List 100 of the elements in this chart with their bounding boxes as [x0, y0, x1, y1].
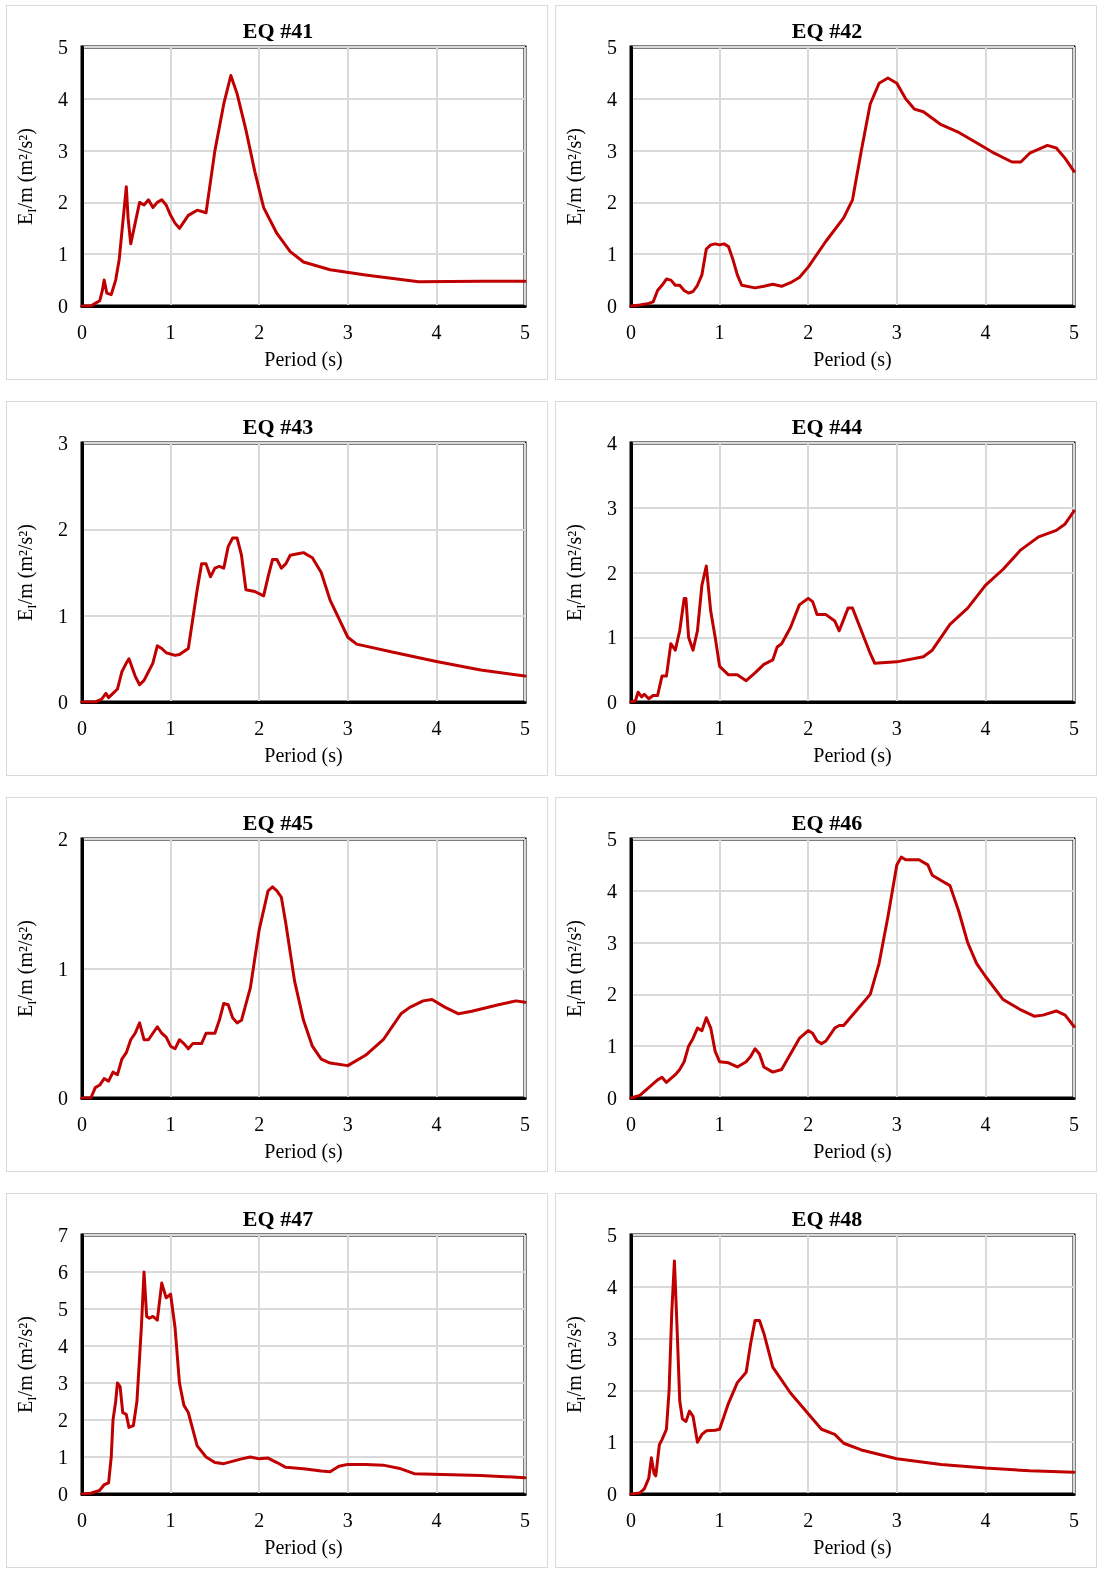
y-tick-label: 3	[58, 1372, 68, 1394]
y-tick-label: 5	[607, 828, 617, 850]
x-tick-label: 1	[165, 1509, 176, 1531]
x-tick-label: 2	[803, 717, 814, 739]
y-tick-label: 5	[58, 36, 68, 58]
chart-title: EQ #47	[242, 1205, 314, 1231]
y-tick-label: 3	[607, 496, 617, 519]
x-tick-label: 2	[254, 1509, 265, 1531]
x-tick-label: 2	[803, 1113, 814, 1135]
y-tick-label: 4	[607, 87, 617, 110]
chart-title: EQ #46	[791, 809, 863, 835]
x-tick-label: 0	[626, 321, 636, 343]
x-tick-label: 4	[980, 1113, 991, 1135]
x-tick-label: 0	[626, 717, 636, 739]
y-tick-label: 0	[58, 691, 68, 713]
x-tick-label: 5	[520, 1113, 530, 1135]
x-axis-title: Period (s)	[813, 1536, 892, 1559]
x-axis-title: Period (s)	[264, 744, 343, 767]
x-tick-label: 2	[803, 1509, 814, 1531]
y-tick-label: 4	[58, 1335, 68, 1357]
x-tick-label: 1	[165, 717, 176, 739]
y-tick-label: 1	[58, 1446, 68, 1468]
x-tick-label: 3	[891, 1509, 902, 1531]
y-tick-label: 2	[607, 1379, 617, 1402]
x-tick-label: 5	[520, 321, 530, 343]
y-tick-label: 4	[607, 879, 617, 902]
x-tick-label: 3	[342, 717, 353, 739]
y-tick-label: 3	[58, 432, 68, 454]
x-tick-label: 3	[891, 717, 902, 739]
y-tick-label: 3	[607, 139, 617, 162]
x-tick-label: 1	[714, 1113, 725, 1135]
y-tick-label: 5	[607, 1224, 617, 1246]
x-tick-label: 3	[891, 1113, 902, 1135]
x-tick-label: 4	[980, 1509, 991, 1531]
y-tick-label: 1	[58, 243, 68, 266]
x-tick-label: 4	[431, 321, 442, 343]
y-tick-label: 1	[607, 243, 617, 266]
chart-title: EQ #45	[242, 809, 314, 835]
x-axis-title: Period (s)	[264, 1140, 343, 1163]
chart-title: EQ #44	[791, 413, 863, 439]
y-tick-label: 0	[58, 1087, 68, 1109]
y-tick-label: 5	[58, 1298, 68, 1320]
y-tick-label: 3	[607, 931, 617, 954]
y-tick-label: 0	[607, 295, 617, 317]
y-tick-label: 3	[607, 1327, 617, 1350]
x-tick-label: 0	[77, 1509, 87, 1531]
x-tick-label: 0	[77, 717, 87, 739]
x-tick-label: 0	[626, 1113, 636, 1135]
x-axis-title: Period (s)	[264, 348, 343, 371]
y-tick-label: 2	[58, 191, 68, 214]
x-tick-label: 4	[980, 717, 991, 739]
x-tick-label: 3	[342, 1509, 353, 1531]
x-axis-title: Period (s)	[264, 1536, 343, 1559]
y-tick-label: 0	[607, 1483, 617, 1505]
x-tick-label: 0	[77, 321, 87, 343]
x-tick-label: 5	[1069, 1509, 1079, 1531]
x-tick-label: 2	[254, 717, 265, 739]
y-tick-label: 4	[607, 432, 617, 454]
x-tick-label: 5	[520, 1509, 530, 1531]
y-tick-label: 0	[58, 295, 68, 317]
y-tick-label: 1	[607, 1431, 617, 1454]
y-tick-label: 2	[607, 983, 617, 1006]
x-tick-label: 1	[714, 321, 725, 343]
y-tick-label: 4	[58, 87, 68, 110]
x-tick-label: 1	[714, 717, 725, 739]
x-tick-label: 2	[254, 1113, 265, 1135]
x-tick-label: 2	[254, 321, 265, 343]
x-tick-label: 1	[714, 1509, 725, 1531]
y-tick-label: 0	[58, 1483, 68, 1505]
y-tick-label: 0	[607, 691, 617, 713]
y-tick-label: 1	[58, 604, 68, 627]
y-tick-label: 5	[607, 36, 617, 58]
x-tick-label: 5	[1069, 1113, 1079, 1135]
chart-title: EQ #43	[242, 413, 314, 439]
x-axis-title: Period (s)	[813, 348, 892, 371]
y-tick-label: 7	[58, 1224, 68, 1246]
chart-title: EQ #42	[791, 17, 863, 43]
x-axis-title: Period (s)	[813, 744, 892, 767]
y-tick-label: 0	[607, 1087, 617, 1109]
chart-title: EQ #48	[791, 1205, 863, 1231]
y-tick-label: 2	[607, 561, 617, 584]
y-tick-label: 4	[607, 1275, 617, 1298]
y-tick-label: 2	[58, 518, 68, 541]
chart-title: EQ #41	[242, 17, 314, 43]
y-tick-label: 2	[58, 1409, 68, 1431]
x-tick-label: 1	[165, 321, 176, 343]
x-tick-label: 5	[1069, 717, 1079, 739]
y-tick-label: 6	[58, 1261, 68, 1283]
x-tick-label: 4	[431, 717, 442, 739]
x-tick-label: 3	[342, 321, 353, 343]
x-tick-label: 3	[342, 1113, 353, 1135]
x-tick-label: 1	[165, 1113, 176, 1135]
x-tick-label: 4	[431, 1509, 442, 1531]
y-tick-label: 1	[58, 957, 68, 980]
y-tick-label: 1	[607, 626, 617, 649]
x-tick-label: 2	[803, 321, 814, 343]
x-tick-label: 4	[980, 321, 991, 343]
y-tick-label: 1	[607, 1035, 617, 1058]
x-tick-label: 0	[626, 1509, 636, 1531]
y-tick-label: 3	[58, 139, 68, 162]
